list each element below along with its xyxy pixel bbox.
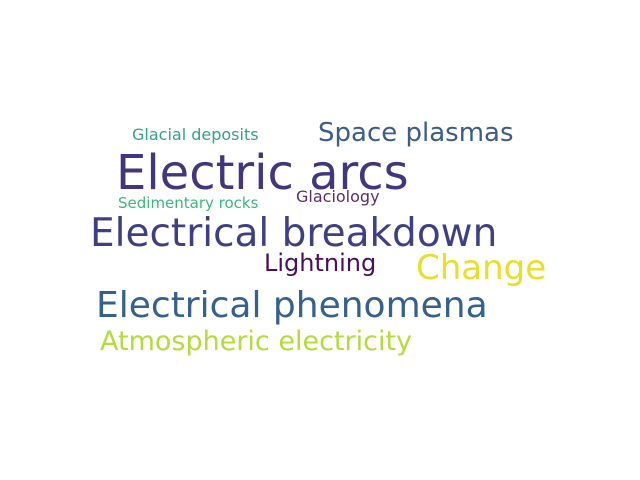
word-electric-arcs: Electric arcs [116, 145, 409, 201]
word-electrical-phenomena: Electrical phenomena [96, 285, 488, 326]
word-sedimentary-rocks: Sedimentary rocks [118, 194, 259, 212]
word-lightning: Lightning [264, 249, 377, 277]
word-space-plasmas: Space plasmas [318, 118, 514, 148]
word-change: Change [416, 248, 547, 288]
word-electrical-breakdown: Electrical breakdown [90, 211, 498, 256]
word-glaciology: Glaciology [296, 187, 380, 206]
word-glacial-deposits: Glacial deposits [132, 125, 259, 144]
word-atmospheric-electricity: Atmospheric electricity [100, 326, 413, 357]
